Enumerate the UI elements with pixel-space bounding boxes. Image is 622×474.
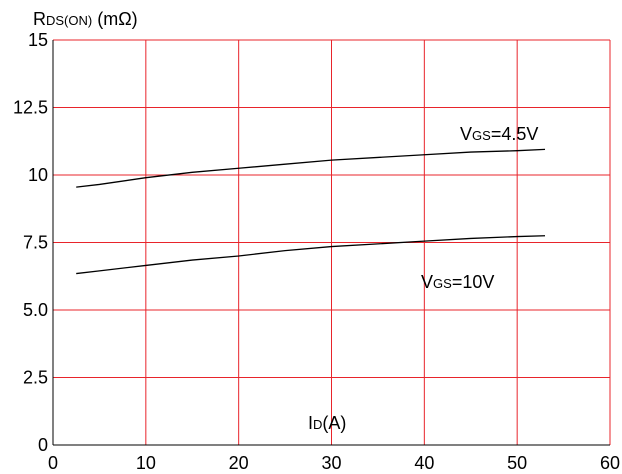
x-tick-label: 30 [321, 453, 341, 473]
y-axis-ticks: 0 2.5 5.0 7.5 10 12.5 15 [13, 30, 48, 455]
series-line-vgs-4-5v [76, 148, 546, 188]
x-tick-label: 10 [136, 453, 156, 473]
series-lines [76, 148, 546, 275]
y-tick-label: 0 [38, 435, 48, 455]
y-axis-label: RDS(ON) (mΩ) [33, 9, 138, 29]
x-tick-label: 20 [229, 453, 249, 473]
y-tick-label: 2.5 [23, 368, 48, 388]
y-tick-label: 10 [28, 165, 48, 185]
series-label-vgs-10v: VGS=10V [421, 272, 494, 292]
y-tick-label: 7.5 [23, 233, 48, 253]
y-tick-label: 5.0 [23, 300, 48, 320]
x-tick-label: 60 [600, 453, 620, 473]
y-tick-label: 15 [28, 30, 48, 50]
y-tick-label: 12.5 [13, 98, 48, 118]
grid [52, 39, 611, 446]
x-tick-label: 40 [414, 453, 434, 473]
x-axis-label: ID(A) [308, 413, 346, 433]
series-line-vgs-10v [76, 235, 546, 275]
x-axis-ticks: 0 10 20 30 40 50 60 [48, 453, 620, 473]
x-tick-label: 0 [48, 453, 58, 473]
x-tick-label: 50 [507, 453, 527, 473]
series-label-vgs-4-5v: VGS=4.5V [460, 124, 538, 144]
